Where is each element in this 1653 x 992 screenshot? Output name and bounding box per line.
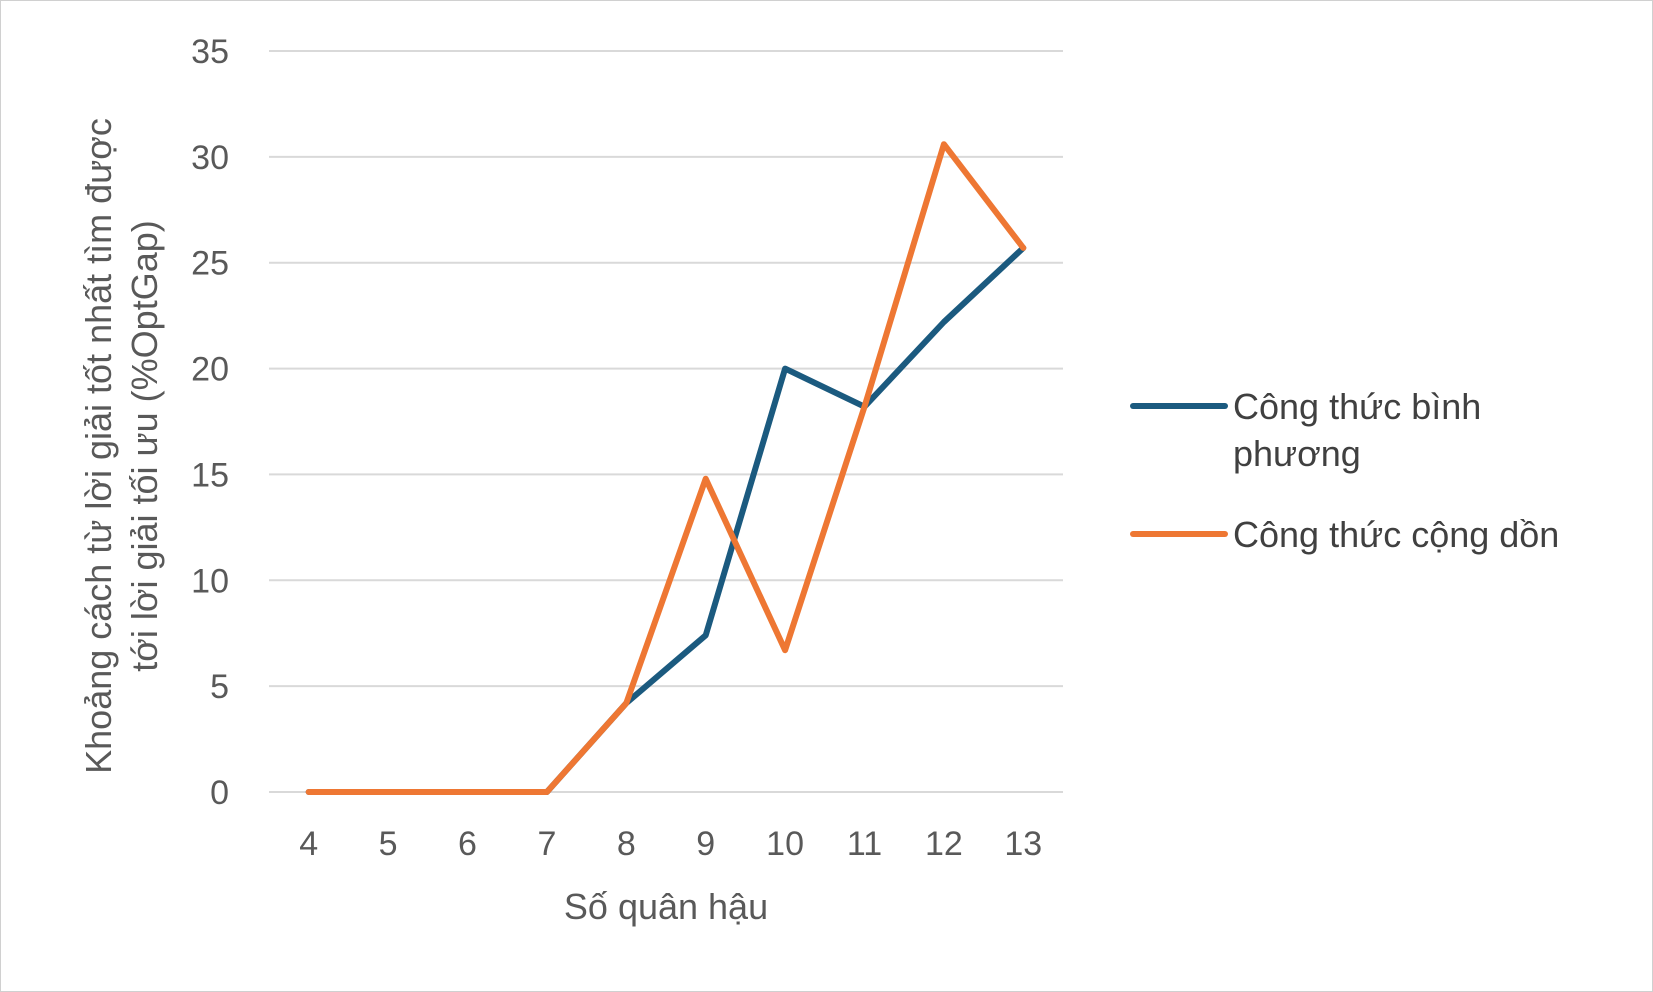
legend-item-series-1: Công thức bình phương	[1130, 386, 1481, 474]
y-tick-label-35: 35	[191, 33, 229, 71]
x-tick-label-11: 11	[847, 825, 882, 863]
series-line-1	[305, 244, 1027, 795]
legend-label-series-2: Công thức cộng dồn	[1233, 514, 1559, 555]
legend: Công thức bình phương Công thức cộng dồn	[1130, 386, 1559, 555]
x-tick-label-12: 12	[925, 825, 963, 863]
y-axis-title-line-2: tới lời giải tối ưu (%OptGap)	[124, 220, 165, 671]
y-tick-label-10: 10	[191, 562, 229, 600]
x-tick-label-13: 13	[1004, 825, 1042, 863]
y-tick-label-5: 5	[210, 668, 229, 706]
y-axis-title: Khoảng cách từ lời giải tốt nhất tìm đượ…	[78, 118, 165, 774]
x-axis-title: Số quân hậu	[564, 886, 768, 927]
y-tick-label-30: 30	[191, 139, 229, 177]
y-tick-label-25: 25	[191, 245, 229, 283]
x-tick-label-8: 8	[617, 825, 636, 863]
x-tick-label-10: 10	[766, 825, 804, 863]
y-axis-ticks: 0 5 10 15 20 25 30 35	[191, 33, 229, 812]
x-tick-label-4: 4	[299, 825, 318, 863]
x-tick-label-9: 9	[696, 825, 715, 863]
x-tick-label-6: 6	[458, 825, 477, 863]
x-tick-label-5: 5	[379, 825, 398, 863]
legend-label-series-1-line-1: Công thức bình	[1233, 386, 1481, 427]
legend-item-series-2: Công thức cộng dồn	[1130, 514, 1559, 555]
legend-label-series-1-line-2: phương	[1233, 433, 1361, 474]
gridlines	[269, 50, 1063, 793]
y-tick-label-15: 15	[191, 456, 229, 494]
y-tick-label-20: 20	[191, 351, 229, 389]
x-tick-label-7: 7	[537, 825, 556, 863]
series-lines	[305, 141, 1027, 795]
series-line-2	[305, 141, 1027, 795]
y-axis-title-line-1: Khoảng cách từ lời giải tốt nhất tìm đượ…	[78, 118, 119, 774]
x-axis-ticks: 4 5 6 7 8 9 10 11 12 13	[299, 825, 1042, 863]
y-tick-label-0: 0	[210, 774, 229, 812]
